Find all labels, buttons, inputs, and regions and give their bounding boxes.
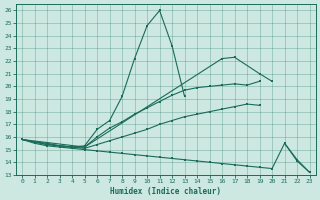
X-axis label: Humidex (Indice chaleur): Humidex (Indice chaleur) [110, 187, 221, 196]
